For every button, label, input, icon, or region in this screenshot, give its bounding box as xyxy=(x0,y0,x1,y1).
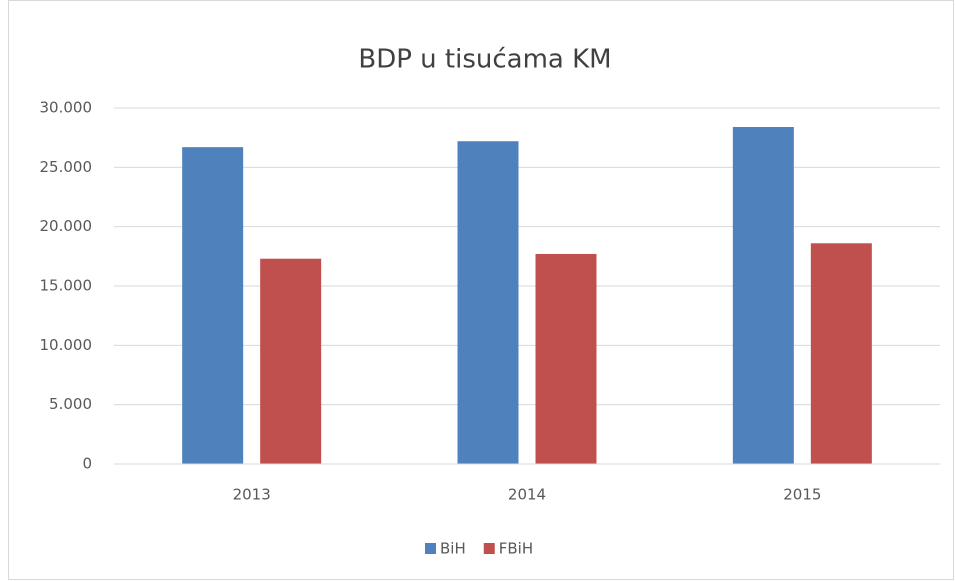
legend-label: FBiH xyxy=(499,540,533,558)
bar xyxy=(457,141,519,464)
x-tick-label: 2013 xyxy=(233,486,271,504)
bar xyxy=(260,258,322,464)
x-tick-label: 2015 xyxy=(783,486,821,504)
chart-title: BDP u tisućama KM xyxy=(358,45,611,75)
y-tick-label: 0 xyxy=(82,455,92,473)
bar xyxy=(732,126,794,464)
legend-swatch xyxy=(425,543,436,554)
legend-label: BiH xyxy=(440,540,466,558)
y-tick-label: 30.000 xyxy=(40,99,93,117)
y-tick-label: 25.000 xyxy=(40,158,93,176)
bar xyxy=(182,147,244,464)
legend-swatch xyxy=(483,543,495,554)
bar xyxy=(810,243,872,464)
x-tick-label: 2014 xyxy=(508,486,546,504)
y-tick-label: 15.000 xyxy=(40,277,93,295)
y-tick-label: 10.000 xyxy=(40,336,93,354)
y-tick-label: 20.000 xyxy=(40,217,93,235)
y-tick-label: 5.000 xyxy=(49,395,92,413)
bar xyxy=(535,253,597,464)
